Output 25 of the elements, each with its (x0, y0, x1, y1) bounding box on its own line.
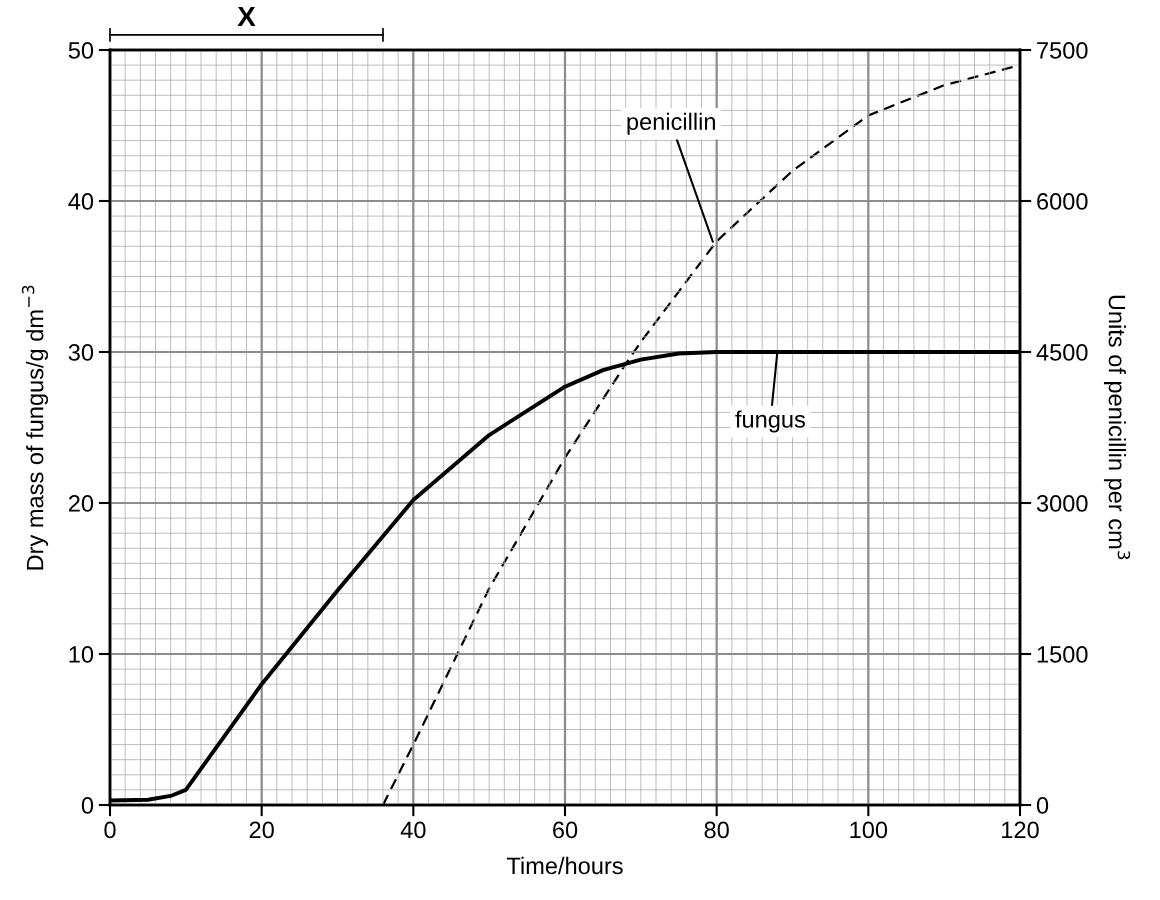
y-tick-label: 30 (68, 344, 94, 361)
y2-axis-title: Units of penicillin per cm$^{3}$ (1103, 295, 1131, 560)
x-tick-label: 80 (704, 821, 729, 839)
x-tick-label: 0 (104, 821, 116, 839)
y2-tick-label: 7500 (1037, 42, 1088, 59)
y2-tick-label: 6000 (1037, 193, 1088, 210)
x-tick-label: 100 (850, 821, 888, 839)
annotation: fungus (735, 410, 805, 433)
y-tick-label: 0 (81, 797, 94, 814)
y2-tick-label: 4500 (1036, 344, 1088, 361)
text: X (237, 7, 256, 27)
x-tick-label: 120 (1002, 821, 1039, 839)
x-tick-label: 40 (400, 821, 426, 839)
y-tick-label: 10 (69, 646, 94, 663)
x-axis-title: Time/hours (506, 856, 623, 875)
annotation: penicillin (627, 112, 715, 135)
x-tick-label: 20 (249, 821, 274, 839)
y-axis-title: Dry mass of fungus/g dm$^{−3}$ (21, 285, 49, 570)
y2-tick-label: 1500 (1037, 646, 1088, 663)
y-tick-label: 40 (68, 193, 94, 210)
x-tick-label: 60 (553, 821, 578, 839)
y-tick-label: 20 (68, 495, 94, 512)
y2-tick-label: 3000 (1036, 495, 1088, 512)
y2-tick-label: 0 (1036, 797, 1049, 814)
y-tick-label: 50 (68, 42, 94, 59)
